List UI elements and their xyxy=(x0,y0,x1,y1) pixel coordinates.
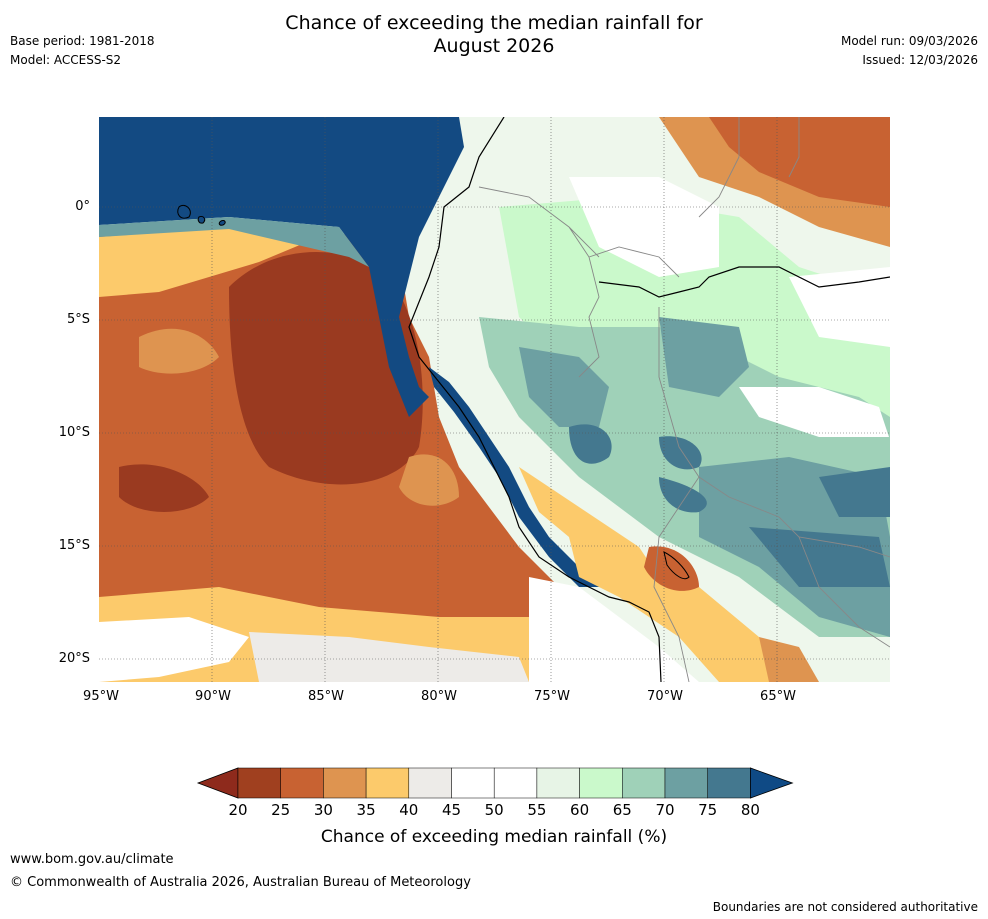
lon-label-95w: 95°W xyxy=(83,689,119,704)
ocean-south-gray xyxy=(249,632,529,682)
colorbar-tick-label: 30 xyxy=(313,801,333,819)
north-dark-region xyxy=(709,117,890,207)
andes-dark-orange xyxy=(644,546,699,591)
meta-right: Model run: 09/03/2026 Issued: 12/03/2026 xyxy=(841,32,978,70)
colorbar-svg xyxy=(196,767,794,799)
gridlines xyxy=(99,117,890,682)
ocean-patch-2 xyxy=(139,328,219,374)
south-east-orange xyxy=(759,637,819,682)
title-line-1: Chance of exceeding the median rainfall … xyxy=(285,12,703,34)
land-blue-patch-5 xyxy=(749,527,890,587)
ocean-patch-1 xyxy=(119,464,209,512)
coastline xyxy=(408,117,662,682)
land-blue-patch-3 xyxy=(659,477,707,513)
model-run: Model run: 09/03/2026 xyxy=(840,34,978,48)
lake-titicaca xyxy=(663,551,690,580)
south-white-band xyxy=(529,577,699,682)
land-dark-teal-2 xyxy=(659,317,749,397)
colorbar-cell xyxy=(323,767,367,799)
land-white-1 xyxy=(569,177,719,277)
model-name: Model: ACCESS-S2 xyxy=(10,53,122,67)
colorbar-cell xyxy=(493,767,538,799)
footer-note: Boundaries are not considered authoritat… xyxy=(712,900,978,914)
ocean-south-white xyxy=(99,617,249,682)
issued-date: Issued: 12/03/2026 xyxy=(862,53,978,67)
colorbar-tick-label: 80 xyxy=(740,801,760,819)
colorbar-cells xyxy=(196,767,794,799)
colorbar-over-arrow xyxy=(750,767,794,799)
lon-label-90w: 90°W xyxy=(195,689,231,704)
ocean-patch-3 xyxy=(399,454,459,506)
colorbar-tick-label: 60 xyxy=(570,801,590,819)
colorbar-tick-label: 25 xyxy=(271,801,291,819)
title-line-2: August 2026 xyxy=(433,35,555,57)
lon-label-85w: 85°W xyxy=(308,689,344,704)
lat-label-20s: 20°S xyxy=(58,651,90,666)
ocean-blue-coast-strip xyxy=(429,367,609,587)
lon-label-70w: 70°W xyxy=(647,689,683,704)
colorbar-tick-label: 55 xyxy=(527,801,547,819)
colorbar-tick-label: 50 xyxy=(484,801,504,819)
lat-label-15s: 15°S xyxy=(58,538,90,553)
lat-label-0: 0° xyxy=(75,199,90,214)
colorbar-tick-label: 40 xyxy=(399,801,419,819)
colorbar-tick-label: 75 xyxy=(698,801,718,819)
colorbar-cell xyxy=(536,767,580,799)
map-svg xyxy=(99,117,890,682)
lon-label-80w: 80°W xyxy=(421,689,457,704)
colorbar-label: Chance of exceeding median rainfall (%) xyxy=(320,827,668,847)
amazon-river xyxy=(598,266,890,298)
colorbar-cell xyxy=(707,767,751,799)
colorbar-tick-label: 65 xyxy=(612,801,632,819)
colorbar-tick-label: 35 xyxy=(356,801,376,819)
rainfall-map xyxy=(99,117,890,682)
lat-label-10s: 10°S xyxy=(58,425,90,440)
page-title: Chance of exceeding the median rainfall … xyxy=(0,12,988,58)
ocean-blue-north xyxy=(99,117,464,417)
colorbar-cell xyxy=(664,767,708,799)
footer-copyright: © Commonwealth of Australia 2026, Austra… xyxy=(10,875,471,890)
colorbar-cell xyxy=(622,767,666,799)
colorbar-tick-label: 20 xyxy=(228,801,248,819)
base-period: Base period: 1981-2018 xyxy=(10,34,155,48)
colorbar-under-arrow xyxy=(196,767,239,799)
colorbar-tick-label: 45 xyxy=(441,801,462,819)
galapagos-islands xyxy=(177,204,226,226)
land-blue-patch-2 xyxy=(659,436,702,470)
colorbar-tick-label: 70 xyxy=(655,801,675,819)
colorbar-cell xyxy=(237,767,281,799)
ocean-west-top-band xyxy=(99,227,319,297)
ocean-blue-green-edge xyxy=(99,217,369,267)
colorbar xyxy=(190,762,800,806)
lon-label-65w: 65°W xyxy=(760,689,796,704)
colorbar-cell xyxy=(579,767,623,799)
country-borders xyxy=(478,117,890,682)
lat-label-5s: 5°S xyxy=(66,312,90,327)
land-blue-patch-4 xyxy=(819,467,890,517)
land-dark-teal-1 xyxy=(519,347,609,427)
land-white-2 xyxy=(789,267,890,347)
ocean-dark-core xyxy=(229,252,423,485)
land-blue-patch-1 xyxy=(569,424,612,464)
andes-orange-band xyxy=(569,537,799,682)
land-white-3 xyxy=(739,387,889,437)
meta-left: Base period: 1981-2018 Model: ACCESS-S2 xyxy=(10,32,155,70)
lon-label-75w: 75°W xyxy=(534,689,570,704)
colorbar-cell xyxy=(451,767,495,799)
colorbar-cell xyxy=(365,767,410,799)
footer-url: www.bom.gov.au/climate xyxy=(10,852,174,867)
colorbar-cell xyxy=(408,767,452,799)
colorbar-cell xyxy=(280,767,324,799)
